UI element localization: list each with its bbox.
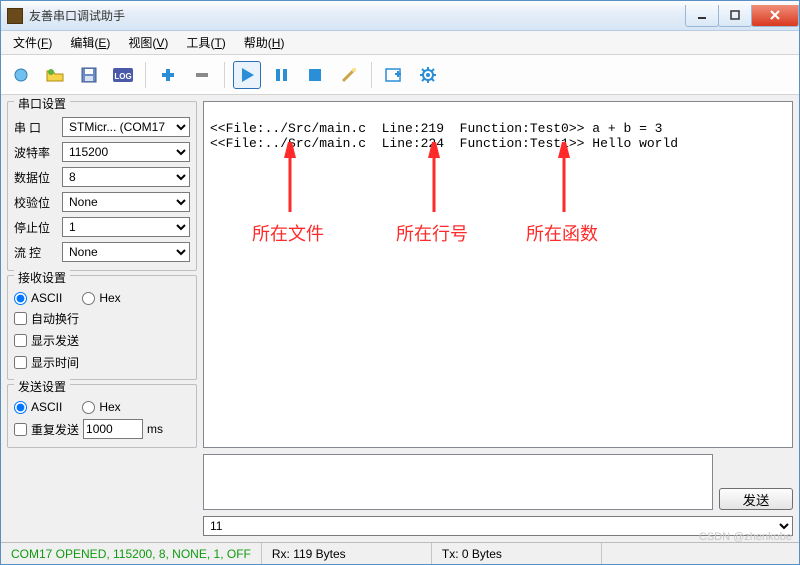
annotation-file: 所在文件 <box>252 220 324 246</box>
send-settings-group: 发送设置 ASCII Hex 重复发送 ms <box>7 384 197 448</box>
history-row: 11 <box>203 516 793 536</box>
status-tx: Tx: 0 Bytes <box>432 543 602 564</box>
repeat-interval-input[interactable] <box>83 419 143 439</box>
stopbits-label: 停止位 <box>14 219 58 236</box>
stopbits-select[interactable]: 1 <box>62 217 190 237</box>
receive-textarea[interactable]: <<File:../Src/main.c Line:219 Function:T… <box>203 101 793 448</box>
group-title: 接收设置 <box>14 269 70 286</box>
annotation-line: 所在行号 <box>396 220 468 246</box>
minus-icon[interactable] <box>188 61 216 89</box>
status-rx: Rx: 119 Bytes <box>262 543 432 564</box>
recv-settings-group: 接收设置 ASCII Hex 自动换行 显示发送 显示时间 <box>7 275 197 380</box>
send-button[interactable]: 发送 <box>719 488 793 510</box>
stop-icon[interactable] <box>301 61 329 89</box>
plus-icon[interactable] <box>154 61 182 89</box>
showtime-checkbox[interactable]: 显示时间 <box>14 354 190 371</box>
content: 串口设置 串 口STMicr... (COM17 波特率115200 数据位8 … <box>1 95 799 542</box>
baud-select[interactable]: 115200 <box>62 142 190 162</box>
send-hex-radio[interactable]: Hex <box>82 400 120 414</box>
status-connection: COM17 OPENED, 115200, 8, NONE, 1, OFF <box>1 543 262 564</box>
parity-label: 校验位 <box>14 194 58 211</box>
annotation-func: 所在函数 <box>526 220 598 246</box>
log-icon[interactable]: LOG <box>109 61 137 89</box>
send-textarea[interactable] <box>203 454 713 510</box>
menubar: 文件(F) 编辑(E) 视图(V) 工具(T) 帮助(H) <box>1 31 799 55</box>
window-title: 友善串口调试助手 <box>29 7 686 24</box>
parity-select[interactable]: None <box>62 192 190 212</box>
titlebar: 友善串口调试助手 <box>1 1 799 31</box>
group-title: 串口设置 <box>14 95 70 112</box>
recv-line: <<File:../Src/main.c Line:219 Function:T… <box>210 121 662 136</box>
serial-settings-group: 串口设置 串 口STMicr... (COM17 波特率115200 数据位8 … <box>7 101 197 271</box>
add-window-icon[interactable] <box>380 61 408 89</box>
recv-hex-radio[interactable]: Hex <box>82 291 120 305</box>
flow-label: 流 控 <box>14 244 58 261</box>
pause-icon[interactable] <box>267 61 295 89</box>
send-area: 发送 <box>203 454 793 510</box>
save-icon[interactable] <box>75 61 103 89</box>
status-bar: COM17 OPENED, 115200, 8, NONE, 1, OFF Rx… <box>1 542 799 564</box>
repeat-unit: ms <box>147 422 163 436</box>
recv-line: <<File:../Src/main.c Line:224 Function:T… <box>210 136 678 151</box>
annotation-arrow-icon <box>424 142 444 212</box>
history-select[interactable]: 11 <box>203 516 793 536</box>
annotation-arrow-icon <box>554 142 574 212</box>
wand-icon[interactable] <box>335 61 363 89</box>
menu-view[interactable]: 视图(V) <box>122 32 174 53</box>
svg-text:LOG: LOG <box>114 72 131 81</box>
app-window: { "window": { "title": "友善串口调试助手" }, "me… <box>0 0 800 565</box>
menu-file[interactable]: 文件(F) <box>7 32 58 53</box>
right-panel: <<File:../Src/main.c Line:219 Function:T… <box>203 101 793 536</box>
group-title: 发送设置 <box>14 378 70 395</box>
flow-select[interactable]: None <box>62 242 190 262</box>
baud-label: 波特率 <box>14 144 58 161</box>
toolbar-sep <box>224 62 225 88</box>
play-icon[interactable] <box>233 61 261 89</box>
recv-ascii-radio[interactable]: ASCII <box>14 291 62 305</box>
menu-tools[interactable]: 工具(T) <box>180 32 231 53</box>
menu-help[interactable]: 帮助(H) <box>238 32 291 53</box>
toolbar: LOG <box>1 55 799 95</box>
new-icon[interactable] <box>7 61 35 89</box>
close-button[interactable] <box>751 5 799 27</box>
toolbar-sep <box>145 62 146 88</box>
port-label: 串 口 <box>14 119 58 136</box>
send-ascii-radio[interactable]: ASCII <box>14 400 62 414</box>
open-icon[interactable] <box>41 61 69 89</box>
annotation-arrow-icon <box>280 142 300 212</box>
autowrap-checkbox[interactable]: 自动换行 <box>14 310 190 327</box>
menu-edit[interactable]: 编辑(E) <box>64 32 116 53</box>
left-panel: 串口设置 串 口STMicr... (COM17 波特率115200 数据位8 … <box>7 101 197 536</box>
toolbar-sep <box>371 62 372 88</box>
databits-select[interactable]: 8 <box>62 167 190 187</box>
app-icon <box>7 8 23 24</box>
repeat-checkbox[interactable]: 重复发送 <box>14 421 79 438</box>
minimize-button[interactable] <box>685 5 719 27</box>
maximize-button[interactable] <box>718 5 752 27</box>
showsend-checkbox[interactable]: 显示发送 <box>14 332 190 349</box>
databits-label: 数据位 <box>14 169 58 186</box>
port-select[interactable]: STMicr... (COM17 <box>62 117 190 137</box>
window-controls <box>686 5 799 27</box>
gear-icon[interactable] <box>414 61 442 89</box>
